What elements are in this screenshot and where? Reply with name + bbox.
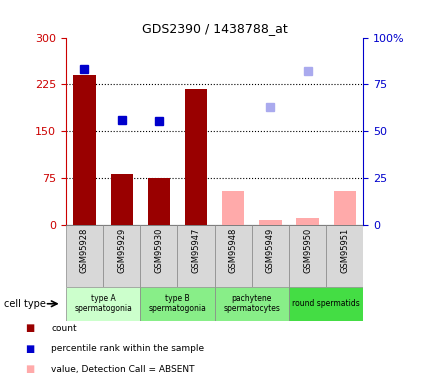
- Text: GSM95930: GSM95930: [154, 228, 163, 273]
- Text: GSM95929: GSM95929: [117, 228, 126, 273]
- Bar: [73, 75, 96, 225]
- Text: GSM95947: GSM95947: [192, 228, 201, 273]
- Bar: [252, 225, 289, 287]
- Bar: [185, 89, 207, 225]
- Text: GSM95950: GSM95950: [303, 228, 312, 273]
- Bar: [289, 225, 326, 287]
- Text: GSM95928: GSM95928: [80, 228, 89, 273]
- Text: ■: ■: [26, 323, 35, 333]
- Bar: [103, 225, 140, 287]
- Text: type B
spermatogonia: type B spermatogonia: [148, 294, 207, 314]
- Text: count: count: [51, 324, 76, 333]
- Text: percentile rank within the sample: percentile rank within the sample: [51, 344, 204, 353]
- Bar: [259, 220, 281, 225]
- Bar: [140, 287, 215, 321]
- Text: pachytene
spermatocytes: pachytene spermatocytes: [224, 294, 280, 314]
- Bar: [326, 225, 363, 287]
- Bar: [66, 225, 103, 287]
- Text: round spermatids: round spermatids: [292, 299, 360, 308]
- Text: type A
spermatogonia: type A spermatogonia: [74, 294, 132, 314]
- Text: ■: ■: [26, 344, 35, 354]
- Title: GDS2390 / 1438788_at: GDS2390 / 1438788_at: [142, 22, 287, 35]
- Bar: [140, 225, 178, 287]
- Bar: [110, 174, 133, 225]
- Bar: [66, 287, 140, 321]
- Bar: [215, 287, 289, 321]
- Bar: [289, 287, 363, 321]
- Bar: [148, 177, 170, 225]
- Text: GSM95949: GSM95949: [266, 228, 275, 273]
- Bar: [215, 225, 252, 287]
- Text: cell type: cell type: [4, 299, 46, 309]
- Bar: [222, 190, 244, 225]
- Text: value, Detection Call = ABSENT: value, Detection Call = ABSENT: [51, 365, 195, 374]
- Text: GSM95948: GSM95948: [229, 228, 238, 273]
- Bar: [178, 225, 215, 287]
- Bar: [334, 190, 356, 225]
- Bar: [296, 217, 319, 225]
- Text: ■: ■: [26, 364, 35, 374]
- Text: GSM95951: GSM95951: [340, 228, 349, 273]
